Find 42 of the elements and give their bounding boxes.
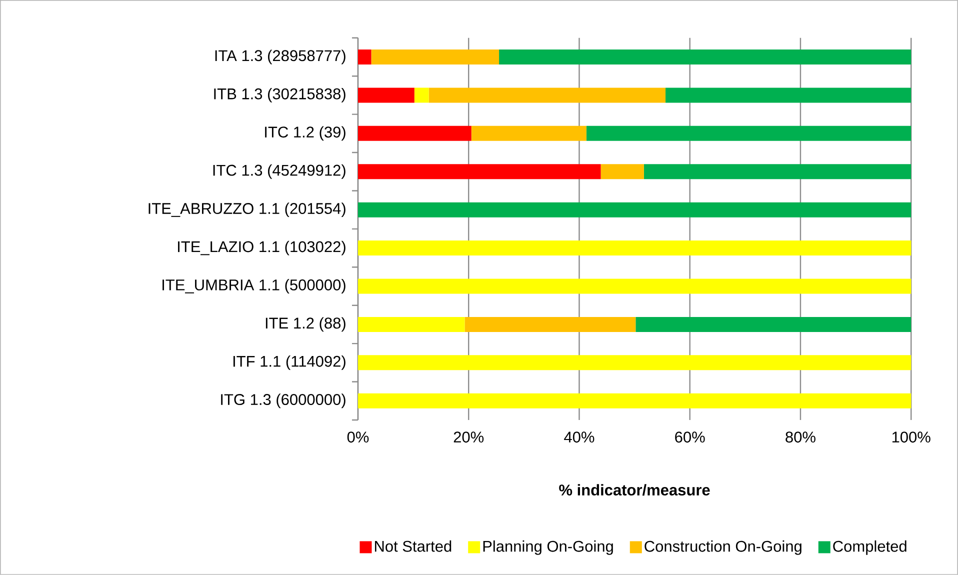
x-tick-label: 0%: [347, 432, 369, 443]
y-tick-label: ITC 1.3 (45249912): [213, 164, 346, 179]
x-tick-label: 60%: [675, 432, 705, 443]
y-tick-label: ITG 1.3 (6000000): [221, 394, 346, 408]
legend-label: Completed: [833, 540, 906, 555]
bar: [358, 126, 472, 141]
x-axis-title: % indicator/measure: [559, 484, 710, 496]
bar: [358, 50, 372, 65]
bar: [358, 393, 912, 408]
bar: [358, 317, 465, 332]
y-tick-label: ITA 1.3 (28958777): [215, 50, 346, 64]
bar: [666, 88, 912, 103]
legend-label: Not Started: [374, 540, 452, 552]
bar: [358, 240, 912, 256]
y-tick-label: ITC 1.2 (39): [265, 126, 346, 141]
y-tick-label: ITE_LAZIO 1.1 (103022): [178, 240, 346, 256]
y-tick-label: ITB 1.3 (30215838): [214, 88, 346, 102]
bar: [428, 88, 666, 103]
x-tick-label: 40%: [564, 432, 594, 443]
bar: [371, 50, 500, 65]
y-tick-label: ITF 1.1 (114092): [233, 355, 346, 370]
bar: [358, 88, 414, 103]
bar: [414, 88, 429, 103]
bar: [586, 126, 912, 141]
bar: [471, 126, 586, 141]
bar: [358, 355, 912, 370]
bar: [499, 50, 912, 65]
y-tick-label: ITE_UMBRIA 1.1 (500000): [162, 279, 346, 294]
bar: [358, 278, 912, 294]
bar: [636, 317, 912, 332]
legend-label: Construction On-Going: [644, 540, 802, 555]
bar: [358, 164, 601, 180]
bar: [464, 317, 636, 332]
y-tick-label: ITE_ABRUZZO 1.1 (201554): [148, 202, 346, 218]
bar: [644, 164, 912, 180]
bar: [600, 164, 644, 180]
y-tick-label: ITE 1.2 (88): [266, 317, 346, 332]
bar: [358, 202, 912, 218]
x-tick-label: 80%: [786, 432, 816, 443]
x-tick-label: 20%: [454, 432, 484, 443]
legend-label: Planning On-Going: [483, 540, 613, 555]
x-tick-label: 100%: [892, 432, 930, 443]
